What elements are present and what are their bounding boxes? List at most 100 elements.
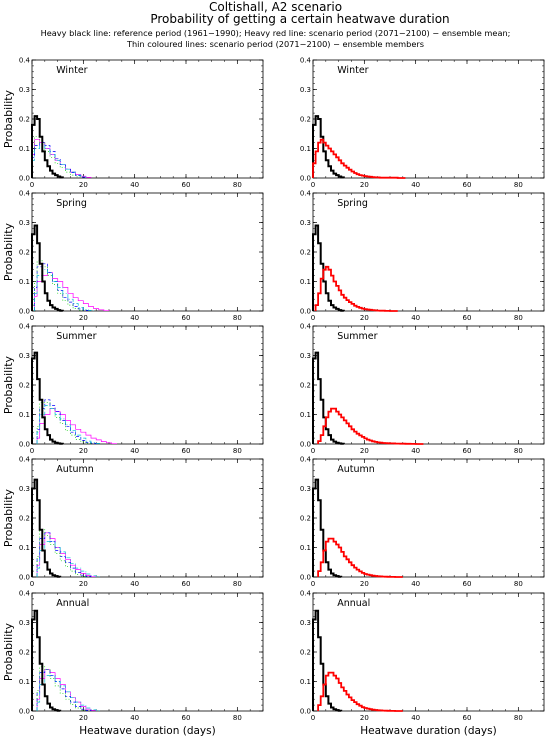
x-tick-label: 20 [79,181,88,189]
panel-label: Autumn [337,464,375,475]
y-tick-label: 0.0 [19,441,30,449]
y-tick-label: 0.3 [300,485,311,493]
x-tick-label: 0 [30,314,34,322]
series-member-line [31,142,87,178]
axes-frame [312,592,545,712]
series-ensemble-mean-line [317,407,424,445]
y-tick-label: 0.3 [300,86,311,94]
x-tick-label: 80 [514,181,523,189]
series-member-line [36,666,87,711]
panel-autumn-right: 0.0 0.1 0.2 0.3 0.4 0 20 40 60 80 Autumn [300,456,545,588]
x-tick-label: 20 [360,580,369,588]
y-tick-label: 0.3 [19,219,30,227]
y-tick-label: 0.1 [300,544,311,552]
x-tick-label: 20 [360,181,369,189]
series-member-line [36,532,92,577]
panel-label: Summer [56,331,96,342]
series-member-line [36,408,118,445]
x-tick-label: 0 [30,580,34,588]
x-tick-label: 60 [463,447,472,455]
panel-label: Autumn [56,464,94,475]
y-tick-label: 0.4 [19,323,31,331]
axes-frame [31,592,264,712]
x-tick-label: 60 [463,580,472,588]
series-reference-line [31,115,64,179]
y-tick-label: 0.0 [19,574,30,582]
y-tick-label: 0.0 [300,708,311,716]
panel-summer-right: 0.0 0.1 0.2 0.3 0.4 0 20 40 60 80 Summer [300,323,545,455]
panel-label: Spring [56,198,87,209]
series-member-line [36,532,97,578]
y-tick-label: 0.2 [300,515,311,523]
x-tick-label: 60 [182,580,191,588]
x-tick-label: 60 [182,447,191,455]
panel-spring-right: 0.0 0.1 0.2 0.3 0.4 0 20 40 60 80 Spring [300,190,545,322]
y-tick-label: 0.1 [19,278,30,286]
series-reference-line [31,224,64,312]
y-tick-label: 0.3 [19,352,30,360]
panel-annual-left: 0.0 0.1 0.2 0.3 0.4 0 20 40 60 80 Annual Probabilit… [2,590,264,737]
panel-label: Winter [56,65,87,76]
series-ensemble-mean-line [314,265,398,312]
series-reference-line [31,351,64,445]
panel-label: Spring [337,198,368,209]
x-tick-label: 40 [130,714,139,722]
series-member-line [36,405,102,444]
series-member-line [36,669,92,711]
panels: 0.00.10.20.30.40 20 40 60 80WinterProbabilit… [2,57,545,737]
y-tick-label: 0.1 [19,678,30,686]
x-tick-label: 80 [233,714,242,722]
panel-spring-left: 0.0 0.1 0.2 0.3 0.4 0 20 40 60 80 Spring Probabilit… [2,190,264,322]
x-tick-label: 0 [311,447,315,455]
y-tick-label: 0.4 [300,57,312,65]
x-tick-label: 80 [233,580,242,588]
series-member-line [36,541,102,578]
series-reference-line [312,115,345,179]
panel-label: Annual [337,598,370,609]
panel-label: Annual [56,598,89,609]
y-tick-label: 0.1 [300,678,311,686]
x-tick-label: 40 [411,580,420,588]
y-axis-label: Probability [2,355,15,414]
x-tick-label: 80 [514,314,523,322]
y-tick-label: 0.3 [19,86,30,94]
x-axis-label: Heatwave duration (days) [79,725,215,737]
panel-annual-right: 0.0 0.1 0.2 0.3 0.4 0 20 40 60 80 Annual Heatwave d… [300,590,545,737]
y-tick-label: 0.0 [19,308,30,316]
x-tick-label: 40 [411,314,420,322]
y-tick-label: 0.4 [300,456,312,464]
y-tick-label: 0.3 [19,485,30,493]
figure-title-line2: Probability of getting a certain heatwav… [150,12,449,26]
x-tick-label: 80 [514,447,523,455]
axes-frame [312,192,545,312]
x-tick-label: 20 [360,447,369,455]
series-ensemble-mean-line [312,138,406,179]
y-tick-label: 0.4 [300,190,312,198]
x-tick-label: 60 [463,314,472,322]
axes-frame [312,325,545,445]
y-tick-label: 0.0 [300,308,311,316]
y-tick-label: 0.0 [300,441,311,449]
series-member-line [31,145,87,178]
y-axis-label: Probability [2,222,15,281]
y-tick-label: 0.4 [300,323,312,331]
y-tick-label: 0.4 [19,456,31,464]
x-tick-label: 20 [79,447,88,455]
y-tick-label: 0.0 [300,175,311,183]
x-tick-label: 40 [130,314,139,322]
y-tick-label: 0.2 [300,249,311,257]
y-tick-label: 0.1 [19,411,30,419]
y-tick-label: 0.4 [19,190,31,198]
x-tick-label: 40 [130,580,139,588]
x-tick-label: 80 [514,714,523,722]
y-axis-label: Probability [2,89,15,148]
x-tick-label: 40 [130,181,139,189]
y-tick-label: 0.3 [300,619,311,627]
x-tick-label: 80 [233,181,242,189]
figure-subtitle-line1: Heavy black line: reference period (1961… [41,28,511,38]
x-tick-label: 40 [411,714,420,722]
x-tick-label: 20 [79,580,88,588]
y-tick-label: 0.2 [19,116,30,124]
y-tick-label: 0.2 [19,515,30,523]
